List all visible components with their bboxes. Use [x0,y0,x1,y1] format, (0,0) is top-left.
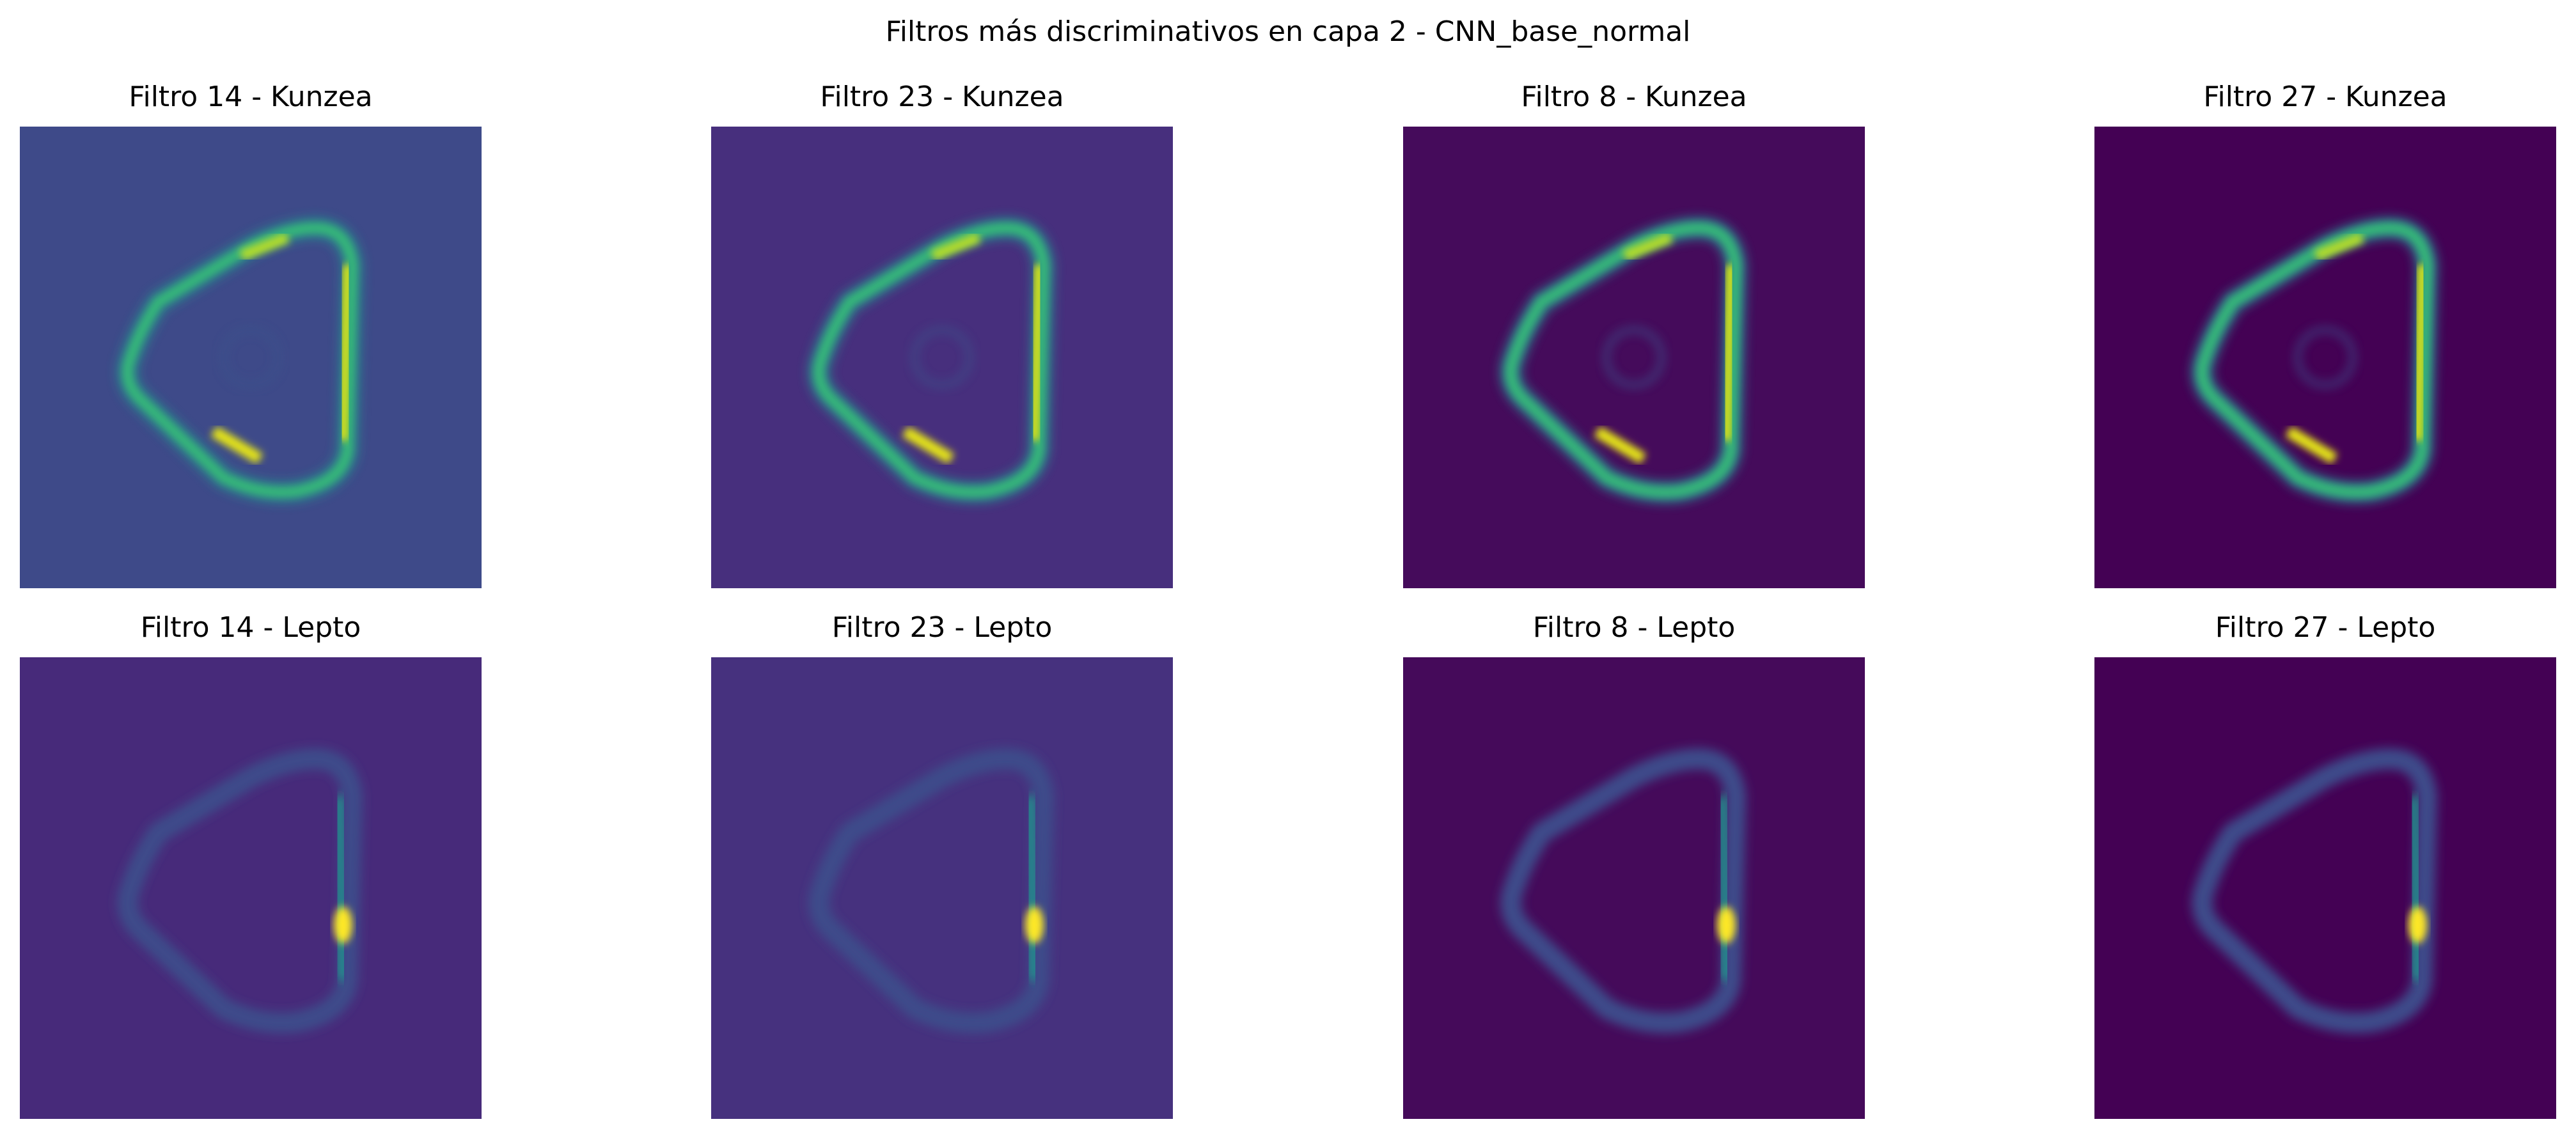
figure-title: Filtros más discriminativos en capa 2 - … [886,15,1691,48]
feature-map [2094,657,2556,1119]
panel-title: Filtro 23 - Kunzea [820,81,1064,113]
feature-map [711,657,1173,1119]
panel-title: Filtro 8 - Kunzea [1521,81,1747,113]
panel-title: Filtro 8 - Lepto [1533,611,1736,644]
panel-title: Filtro 14 - Lepto [141,611,361,644]
panel-title: Filtro 23 - Lepto [832,611,1053,644]
feature-map [1403,657,1865,1119]
feature-map [711,127,1173,588]
panel-title: Filtro 27 - Kunzea [2203,81,2447,113]
feature-map [20,127,482,588]
feature-map [20,657,482,1119]
feature-map [1403,127,1865,588]
panel-title: Filtro 14 - Kunzea [129,81,372,113]
feature-map [2094,127,2556,588]
panel-title: Filtro 27 - Lepto [2215,611,2436,644]
